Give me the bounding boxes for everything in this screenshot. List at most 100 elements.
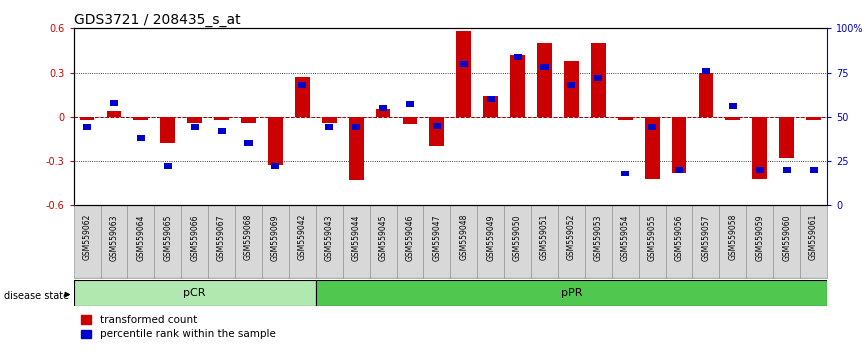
Bar — [540, 64, 548, 70]
Text: GSM559047: GSM559047 — [432, 214, 442, 261]
Bar — [241, 117, 256, 123]
Bar — [753, 117, 767, 179]
Bar — [726, 117, 740, 120]
Bar — [295, 77, 310, 117]
Bar — [644, 117, 660, 179]
Text: GSM559054: GSM559054 — [621, 214, 630, 261]
FancyBboxPatch shape — [423, 205, 450, 278]
FancyBboxPatch shape — [773, 205, 800, 278]
Bar — [806, 117, 821, 120]
FancyBboxPatch shape — [800, 205, 827, 278]
Bar — [779, 117, 794, 158]
Text: GSM559063: GSM559063 — [109, 214, 119, 261]
Bar — [783, 167, 791, 173]
Bar — [137, 135, 145, 141]
Bar — [376, 109, 391, 117]
Text: pPR: pPR — [560, 288, 582, 298]
Text: GSM559069: GSM559069 — [271, 214, 280, 261]
Bar — [403, 117, 417, 124]
Bar — [675, 167, 683, 173]
FancyBboxPatch shape — [316, 280, 827, 306]
FancyBboxPatch shape — [558, 205, 585, 278]
Bar — [699, 73, 714, 117]
Text: GSM559043: GSM559043 — [325, 214, 333, 261]
Text: GSM559056: GSM559056 — [675, 214, 683, 261]
Bar — [83, 125, 91, 130]
Bar — [564, 61, 578, 117]
Text: GDS3721 / 208435_s_at: GDS3721 / 208435_s_at — [74, 13, 240, 27]
Bar — [621, 171, 630, 176]
Text: GSM559068: GSM559068 — [244, 214, 253, 261]
FancyBboxPatch shape — [450, 205, 477, 278]
Bar — [617, 117, 633, 120]
Text: GSM559049: GSM559049 — [486, 214, 495, 261]
Bar — [483, 96, 498, 117]
FancyBboxPatch shape — [397, 205, 423, 278]
FancyBboxPatch shape — [181, 205, 208, 278]
Bar — [487, 96, 494, 102]
Bar — [433, 123, 441, 129]
Text: GSM559053: GSM559053 — [594, 214, 603, 261]
Bar — [591, 43, 605, 117]
Text: GSM559052: GSM559052 — [567, 214, 576, 261]
Bar — [460, 61, 468, 67]
Bar — [430, 117, 444, 146]
FancyBboxPatch shape — [74, 280, 316, 306]
FancyBboxPatch shape — [638, 205, 666, 278]
FancyBboxPatch shape — [127, 205, 154, 278]
FancyBboxPatch shape — [100, 205, 127, 278]
FancyBboxPatch shape — [235, 205, 262, 278]
Text: GSM559046: GSM559046 — [405, 214, 415, 261]
Text: disease state: disease state — [4, 291, 69, 301]
Bar — [80, 117, 94, 120]
Text: GSM559061: GSM559061 — [809, 214, 818, 261]
Bar — [160, 117, 175, 143]
Text: GSM559055: GSM559055 — [648, 214, 656, 261]
FancyBboxPatch shape — [611, 205, 638, 278]
FancyBboxPatch shape — [746, 205, 773, 278]
FancyBboxPatch shape — [504, 205, 531, 278]
Text: GSM559058: GSM559058 — [728, 214, 737, 261]
Bar — [510, 55, 525, 117]
Bar — [298, 82, 307, 88]
FancyBboxPatch shape — [343, 205, 370, 278]
Bar — [107, 111, 121, 117]
Bar — [810, 167, 818, 173]
FancyBboxPatch shape — [531, 205, 558, 278]
Bar — [187, 117, 202, 123]
FancyBboxPatch shape — [154, 205, 181, 278]
Bar — [352, 125, 360, 130]
Bar — [567, 82, 575, 88]
Text: GSM559064: GSM559064 — [136, 214, 145, 261]
Bar — [271, 164, 280, 169]
Bar — [406, 102, 414, 107]
FancyBboxPatch shape — [262, 205, 289, 278]
FancyBboxPatch shape — [208, 205, 235, 278]
Bar — [110, 100, 118, 105]
Bar — [379, 105, 387, 111]
Text: GSM559065: GSM559065 — [164, 214, 172, 261]
Text: GSM559042: GSM559042 — [298, 214, 307, 261]
Text: GSM559044: GSM559044 — [352, 214, 360, 261]
Bar — [133, 117, 148, 120]
Legend: transformed count, percentile rank within the sample: transformed count, percentile rank withi… — [79, 313, 278, 342]
Text: GSM559051: GSM559051 — [540, 214, 549, 261]
Bar — [349, 117, 364, 180]
Text: GSM559057: GSM559057 — [701, 214, 710, 261]
Bar — [217, 128, 226, 134]
Text: GSM559067: GSM559067 — [217, 214, 226, 261]
FancyBboxPatch shape — [477, 205, 504, 278]
Text: GSM559045: GSM559045 — [378, 214, 388, 261]
Bar — [514, 54, 521, 59]
Bar — [648, 125, 656, 130]
Text: GSM559060: GSM559060 — [782, 214, 792, 261]
Bar — [268, 117, 283, 166]
Bar — [702, 68, 710, 74]
Text: GSM559066: GSM559066 — [191, 214, 199, 261]
Bar — [672, 117, 687, 173]
FancyBboxPatch shape — [370, 205, 397, 278]
Text: GSM559062: GSM559062 — [82, 214, 92, 261]
Bar — [214, 117, 229, 120]
Text: GSM559059: GSM559059 — [755, 214, 765, 261]
Text: pCR: pCR — [184, 288, 206, 298]
